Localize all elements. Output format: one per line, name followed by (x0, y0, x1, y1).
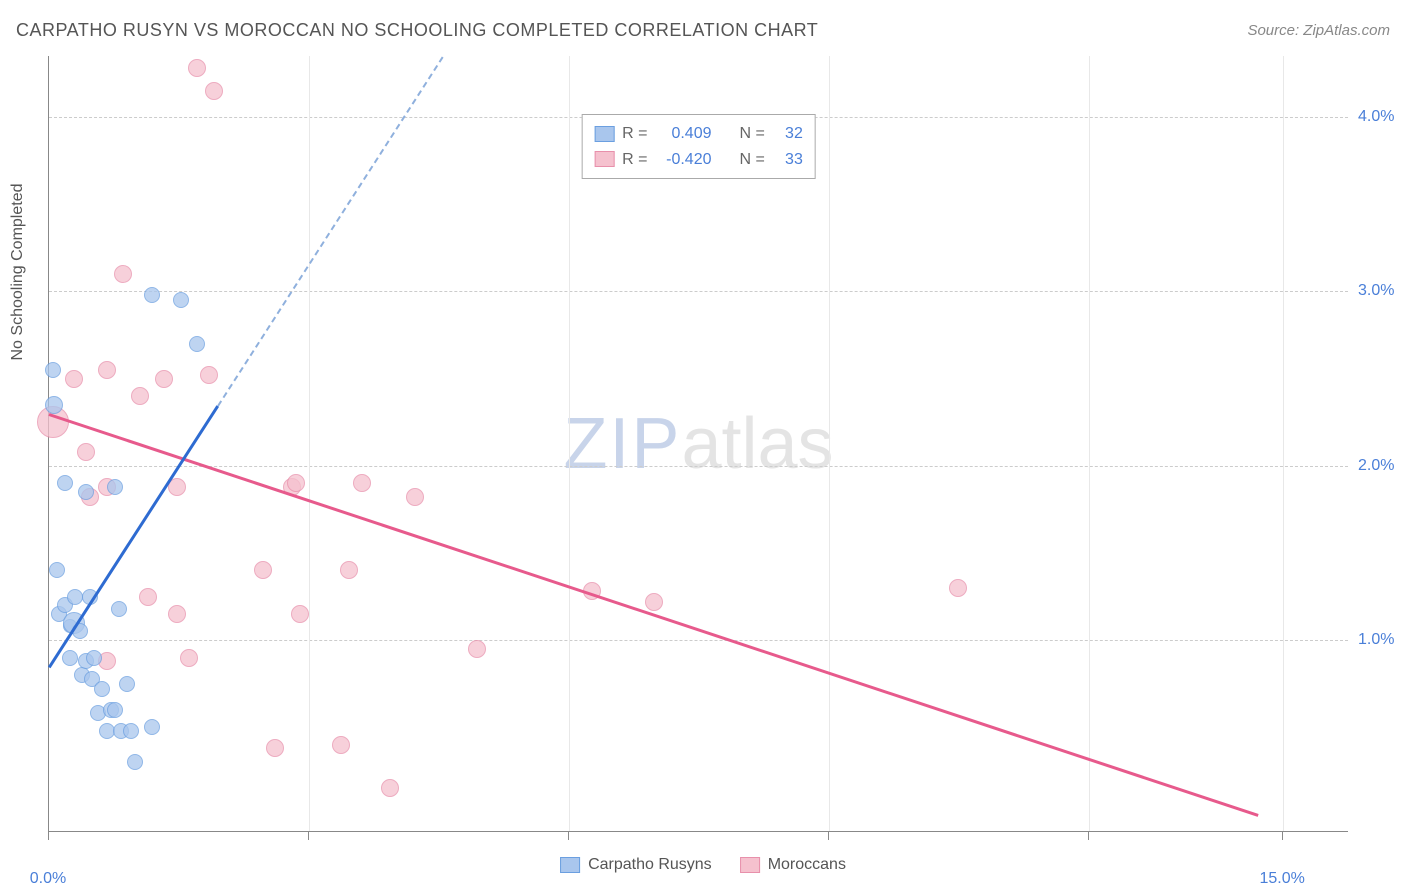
legend-label: Carpatho Rusyns (588, 856, 712, 874)
x-tick-mark (1088, 832, 1089, 840)
data-point-carpatho-rusyns (144, 719, 160, 735)
gridline-horizontal (49, 466, 1348, 467)
data-point-moroccans (180, 649, 198, 667)
trendline-carpatho-rusyns (48, 405, 219, 668)
stats-legend: R = 0.409 N = 32 R = -0.420 N = 33 (581, 114, 816, 179)
data-point-carpatho-rusyns (119, 676, 135, 692)
x-tick-mark (568, 832, 569, 840)
data-point-carpatho-rusyns (111, 601, 127, 617)
data-point-moroccans (266, 739, 284, 757)
data-point-carpatho-rusyns (173, 292, 189, 308)
y-axis-label: No Schooling Completed (9, 184, 27, 361)
watermark: ZIPatlas (563, 403, 833, 485)
data-point-moroccans (340, 561, 358, 579)
data-point-carpatho-rusyns (57, 475, 73, 491)
data-point-carpatho-rusyns (107, 702, 123, 718)
data-point-carpatho-rusyns (144, 287, 160, 303)
y-tick-label: 1.0% (1358, 631, 1394, 649)
gridline-vertical (1283, 56, 1284, 831)
x-tick-mark (828, 832, 829, 840)
chart-title: CARPATHO RUSYN VS MOROCCAN NO SCHOOLING … (16, 20, 818, 41)
data-point-carpatho-rusyns (127, 754, 143, 770)
gridline-horizontal (49, 291, 1348, 292)
data-point-carpatho-rusyns (45, 362, 61, 378)
trendline-carpatho-rusyns-extrapolated (217, 56, 443, 406)
trendline-moroccans (49, 414, 1259, 817)
data-point-moroccans (291, 605, 309, 623)
data-point-carpatho-rusyns (86, 650, 102, 666)
data-point-moroccans (131, 387, 149, 405)
data-point-carpatho-rusyns (189, 336, 205, 352)
stat-r-label: R = (622, 121, 647, 147)
data-point-moroccans (65, 370, 83, 388)
stat-n-label: N = (740, 121, 765, 147)
data-point-carpatho-rusyns (99, 723, 115, 739)
stat-n-value: 33 (773, 147, 803, 173)
stat-r-value: -0.420 (656, 147, 712, 173)
stats-row: R = 0.409 N = 32 (594, 121, 803, 147)
x-tick-label: 15.0% (1259, 870, 1304, 888)
data-point-moroccans (188, 59, 206, 77)
y-tick-label: 2.0% (1358, 457, 1394, 475)
data-point-carpatho-rusyns (45, 396, 63, 414)
gridline-horizontal (49, 640, 1348, 641)
chart-plot-area: ZIPatlas R = 0.409 N = 32 R = -0.420 N = 33 (48, 56, 1348, 832)
source-attribution: Source: ZipAtlas.com (1247, 22, 1390, 39)
data-point-moroccans (645, 593, 663, 611)
series-legend: Carpatho Rusyns Moroccans (560, 856, 846, 874)
legend-item: Moroccans (740, 856, 846, 874)
data-point-moroccans (168, 605, 186, 623)
data-point-moroccans (98, 361, 116, 379)
gridline-vertical (569, 56, 570, 831)
data-point-carpatho-rusyns (123, 723, 139, 739)
legend-swatch (594, 126, 614, 142)
watermark-atlas: atlas (681, 404, 833, 484)
legend-item: Carpatho Rusyns (560, 856, 712, 874)
stats-row: R = -0.420 N = 33 (594, 147, 803, 173)
y-tick-label: 4.0% (1358, 108, 1394, 126)
data-point-moroccans (114, 265, 132, 283)
data-point-moroccans (155, 370, 173, 388)
data-point-carpatho-rusyns (107, 479, 123, 495)
data-point-moroccans (287, 474, 305, 492)
legend-label: Moroccans (768, 856, 846, 874)
legend-swatch (594, 151, 614, 167)
data-point-moroccans (254, 561, 272, 579)
data-point-carpatho-rusyns (94, 681, 110, 697)
data-point-carpatho-rusyns (67, 589, 83, 605)
legend-swatch (740, 857, 760, 873)
data-point-moroccans (77, 443, 95, 461)
data-point-carpatho-rusyns (78, 484, 94, 500)
data-point-moroccans (949, 579, 967, 597)
gridline-vertical (309, 56, 310, 831)
y-tick-label: 3.0% (1358, 282, 1394, 300)
data-point-carpatho-rusyns (62, 650, 78, 666)
data-point-moroccans (353, 474, 371, 492)
x-tick-label: 0.0% (30, 870, 66, 888)
data-point-moroccans (468, 640, 486, 658)
gridline-vertical (829, 56, 830, 831)
data-point-moroccans (205, 82, 223, 100)
stat-n-value: 32 (773, 121, 803, 147)
stat-r-label: R = (622, 147, 647, 173)
stat-r-value: 0.409 (656, 121, 712, 147)
x-tick-mark (48, 832, 49, 840)
data-point-moroccans (332, 736, 350, 754)
data-point-moroccans (200, 366, 218, 384)
legend-swatch (560, 857, 580, 873)
x-tick-mark (308, 832, 309, 840)
x-tick-mark (1282, 832, 1283, 840)
data-point-moroccans (381, 779, 399, 797)
data-point-carpatho-rusyns (49, 562, 65, 578)
stat-n-label: N = (740, 147, 765, 173)
data-point-moroccans (139, 588, 157, 606)
watermark-zip: ZIP (563, 404, 681, 484)
data-point-moroccans (406, 488, 424, 506)
gridline-vertical (1089, 56, 1090, 831)
